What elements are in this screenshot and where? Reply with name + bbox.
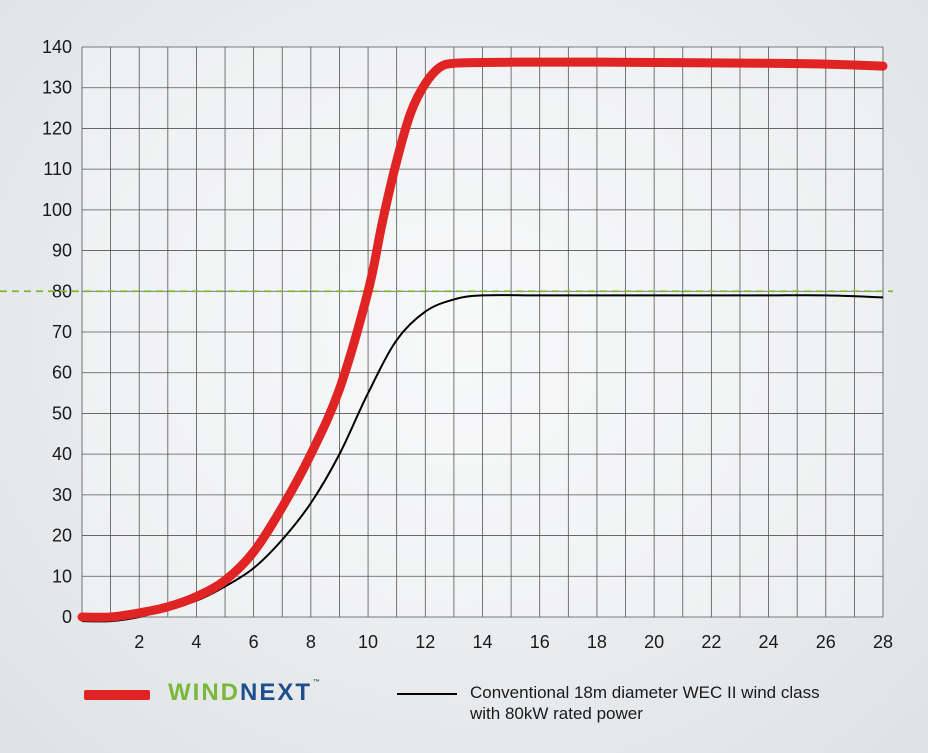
logo-trademark: ™	[313, 679, 322, 686]
x-tick-label: 18	[587, 632, 607, 652]
legend-label-conventional: Conventional 18m diameter WEC II wind cl…	[470, 682, 910, 724]
y-tick-label: 60	[52, 363, 72, 383]
x-tick-label: 14	[472, 632, 492, 652]
x-tick-label: 20	[644, 632, 664, 652]
y-tick-label: 130	[42, 78, 72, 98]
x-tick-label: 6	[249, 632, 259, 652]
logo-part-next: NEXT	[239, 679, 312, 706]
y-tick-label: 120	[42, 118, 72, 138]
legend-label-line-1: Conventional 18m diameter WEC II wind cl…	[470, 683, 820, 702]
x-tick-label: 16	[530, 632, 550, 652]
y-tick-label: 40	[52, 444, 72, 464]
y-tick-label: 70	[52, 322, 72, 342]
legend-swatch-conventional	[397, 693, 457, 695]
legend-label-line-2: with 80kW rated power	[470, 704, 643, 723]
y-tick-label: 20	[52, 526, 72, 546]
x-tick-label: 26	[816, 632, 836, 652]
x-tick-label: 24	[759, 632, 779, 652]
legend-swatch-windnext	[84, 690, 150, 700]
y-tick-label: 110	[43, 159, 72, 179]
y-tick-label: 140	[42, 37, 72, 57]
x-tick-label: 28	[873, 632, 893, 652]
y-tick-label: 50	[52, 403, 72, 423]
y-tick-label: 90	[52, 241, 72, 261]
x-axis-ticks: 2 4 6 8 10 12 14 16 18 20 22 24 26 28	[134, 632, 893, 652]
x-tick-label: 4	[191, 632, 201, 652]
y-tick-label: 0	[62, 607, 72, 627]
x-tick-label: 10	[358, 632, 378, 652]
y-tick-label: 100	[42, 200, 72, 220]
legend: WINDNEXT™ Conventional 18m diameter WEC …	[0, 676, 928, 736]
logo-part-wind: WIND	[168, 679, 240, 706]
x-tick-label: 12	[415, 632, 435, 652]
series-windnext-line	[77, 57, 888, 622]
y-tick-label: 10	[52, 566, 72, 586]
x-tick-label: 2	[134, 632, 144, 652]
x-tick-label: 8	[306, 632, 316, 652]
windnext-logo: WINDNEXT™	[168, 679, 322, 707]
grid	[81, 46, 884, 618]
y-tick-label: 30	[52, 485, 72, 505]
x-tick-label: 22	[701, 632, 721, 652]
